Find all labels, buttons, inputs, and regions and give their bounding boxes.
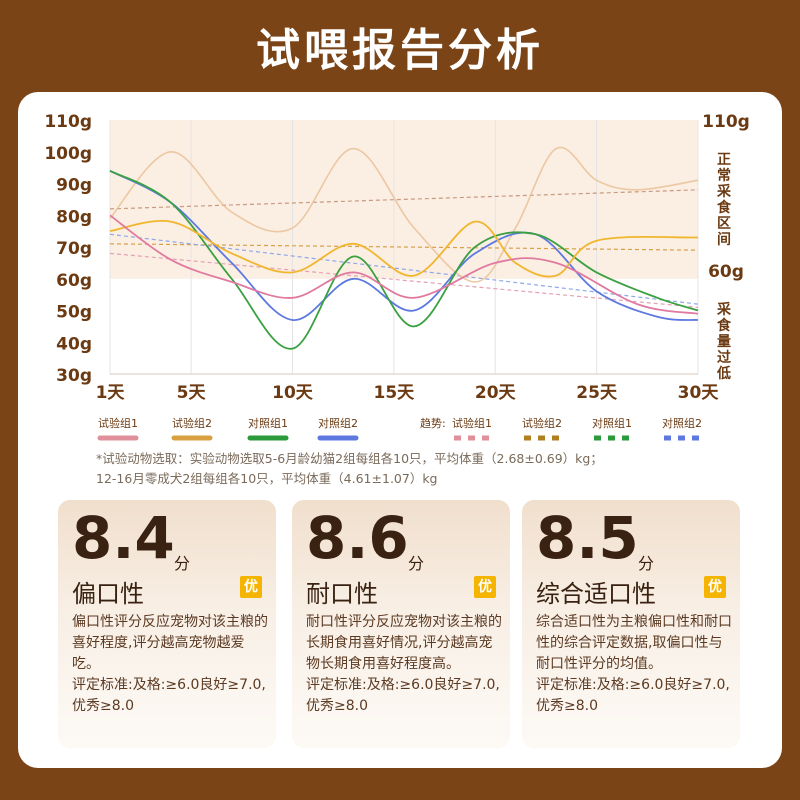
y-tick-label-3: 80g <box>56 207 92 227</box>
score-value: 8.6 <box>306 504 409 572</box>
y-tick-label-4: 70g <box>56 239 92 259</box>
series-line-1 <box>109 214 699 315</box>
animal-note-line1: *试验动物选取：实验动物选取5-6月龄幼猫2组每组各10只，平均体重（2.68±… <box>96 451 603 466</box>
series-line-5 <box>109 146 699 283</box>
score-desc-text: 综合适口性为主粮偏口性和耐口性的综合评定数据,取偏口性与耐口性评分的均值。 <box>536 614 732 672</box>
trend-line-1 <box>109 252 699 308</box>
score-standard-text: 评定标准:及格:≥6.0良好≥7.0,优秀≥8.0 <box>536 677 730 714</box>
score-standard-text: 评定标准:及格:≥6.0良好≥7.0,优秀≥8.0 <box>306 677 500 714</box>
x-tick-label-1: 5天 <box>177 383 207 403</box>
score-unit: 分 <box>408 554 425 573</box>
low-intake-label: 采食量过低 <box>716 301 732 382</box>
legend-label-4: 对照组2 <box>318 416 358 430</box>
animal-note-line2: 12-16月零成犬2组每组各10只，平均体重（4.61±1.07）kg <box>96 471 438 486</box>
excellent-badge: 优 <box>240 576 262 598</box>
series-line-2 <box>109 219 699 278</box>
report-panel: 110g 100g 90g 80g 70g 60g 50g 40g 30g 1天 5天 10天 15天 2… <box>18 92 782 768</box>
score-card-durability: 8.6 分 耐口性 优 耐口性评分反应宠物对该主粮的长期食用喜好情况,评分越高宠… <box>292 500 510 748</box>
legend-trend-prefix: 趋势: <box>420 417 446 430</box>
score-value: 8.5 <box>536 504 639 572</box>
x-tick-label-2: 10天 <box>272 383 314 403</box>
trend-line-2 <box>109 243 699 251</box>
score-name: 偏口性 <box>72 580 144 608</box>
y-tick-label-2: 90g <box>56 176 92 196</box>
animal-note: *试验动物选取：实验动物选取5-6月龄幼猫2组每组各10只，平均体重（2.68±… <box>96 449 736 489</box>
y-tick-label-1: 100g <box>44 144 92 164</box>
right-top-value: 110g <box>702 112 750 132</box>
legend-trend-label-2: 试验组2 <box>522 416 562 430</box>
score-card-palatability: 8.4 分 偏口性 优 偏口性评分反应宠物对该主粮的喜好程度,评分越高宠物越爱吃… <box>58 500 276 748</box>
legend-trend-label-1: 试验组1 <box>452 416 492 430</box>
excellent-badge: 优 <box>474 576 496 598</box>
trend-line-3 <box>109 189 699 210</box>
y-tick-label-6: 50g <box>56 303 92 323</box>
score-value: 8.4 <box>72 504 175 572</box>
x-tick-label-5: 25天 <box>576 383 618 403</box>
score-name: 综合适口性 <box>536 580 656 608</box>
excellent-badge: 优 <box>704 576 726 598</box>
right-mid-value: 60g <box>708 262 744 282</box>
y-tick-label-8: 30g <box>56 366 92 386</box>
x-tick-label-3: 15天 <box>374 383 416 403</box>
legend-label-1: 试验组1 <box>98 416 138 430</box>
series-line-4 <box>109 170 699 321</box>
page-title: 试喂报告分析 <box>256 25 544 76</box>
score-unit: 分 <box>174 554 191 573</box>
x-tick-label-4: 20天 <box>475 383 517 403</box>
score-desc-text: 耐口性评分反应宠物对该主粮的长期食用喜好情况,评分越高宠物长期食用喜好程度高。 <box>306 614 502 672</box>
normal-zone-label: 正常采食区间 <box>716 152 732 248</box>
y-tick-label-5: 60g <box>56 271 92 291</box>
legend-label-3: 对照组1 <box>248 416 288 430</box>
series-line-3 <box>109 169 699 350</box>
score-standard-text: 评定标准:及格:≥6.0良好≥7.0,优秀≥8.0 <box>72 677 266 714</box>
legend-label-2: 试验组2 <box>172 416 212 430</box>
legend-trend-label-3: 对照组1 <box>592 416 632 430</box>
x-tick-label-6: 30天 <box>678 383 720 403</box>
score-name: 耐口性 <box>306 580 378 608</box>
legend-trend-label-4: 对照组2 <box>662 416 702 430</box>
score-card-overall: 8.5 分 综合适口性 优 综合适口性为主粮偏口性和耐口性的综合评定数据,取偏口… <box>522 500 740 748</box>
y-tick-label-7: 40g <box>56 334 92 354</box>
trend-line-4 <box>109 233 699 305</box>
x-tick-label-0: 1天 <box>96 383 126 403</box>
y-tick-label-0: 110g <box>44 112 92 132</box>
score-description: 综合适口性为主粮偏口性和耐口性的综合评定数据,取偏口性与耐口性评分的均值。 评定… <box>536 612 732 717</box>
score-description: 耐口性评分反应宠物对该主粮的长期食用喜好情况,评分越高宠物长期食用喜好程度高。 … <box>306 612 502 717</box>
score-desc-text: 偏口性评分反应宠物对该主粮的喜好程度,评分越高宠物越爱吃。 <box>72 614 268 672</box>
score-unit: 分 <box>638 554 655 573</box>
score-description: 偏口性评分反应宠物对该主粮的喜好程度,评分越高宠物越爱吃。 评定标准:及格:≥6… <box>72 612 268 717</box>
